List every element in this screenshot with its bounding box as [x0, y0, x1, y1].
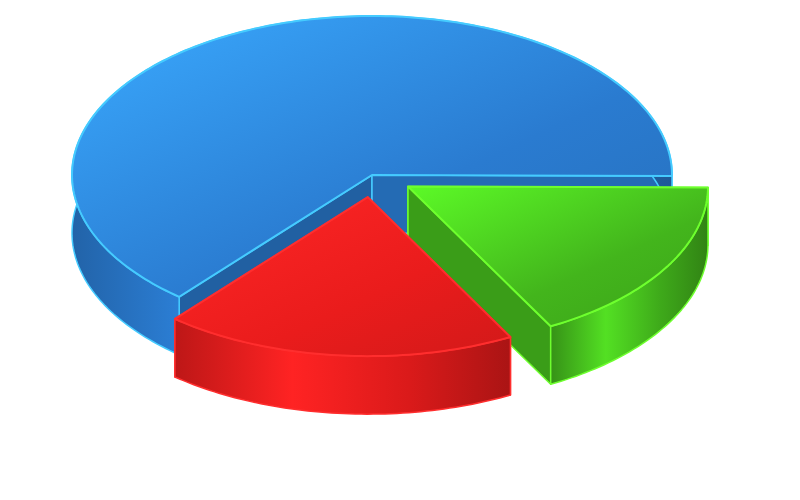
- pie-plot: [72, 16, 708, 414]
- chart-svg: [0, 0, 800, 500]
- slice: [175, 197, 511, 414]
- chart-container: [0, 0, 800, 500]
- slice-top: [175, 197, 511, 356]
